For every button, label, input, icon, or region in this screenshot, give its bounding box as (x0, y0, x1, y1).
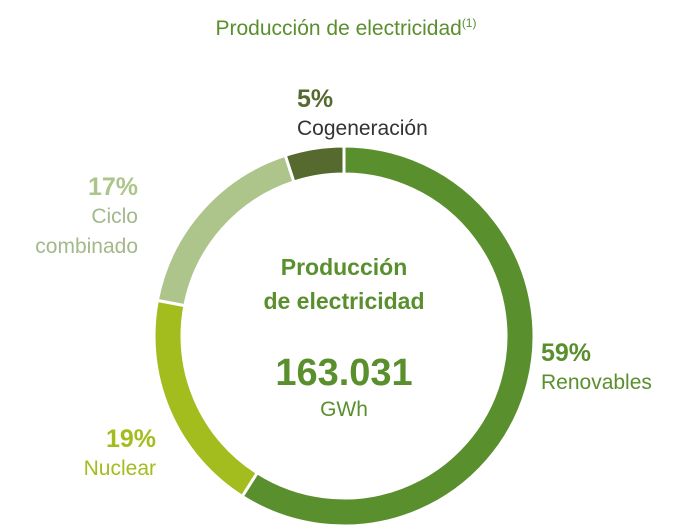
segment-label: 17% Ciclo combinado (20, 172, 138, 262)
category-label: Nuclear (83, 457, 156, 480)
center-title-line: Producción (280, 254, 408, 280)
value-label: 5% (297, 85, 334, 113)
value-label: 19% (105, 425, 156, 453)
donut-segment (283, 144, 346, 184)
chart-title: Producción de electricidad (215, 17, 462, 40)
center-title-line: de electricidad (263, 288, 425, 314)
total: 163.031 (275, 352, 413, 394)
donut-segment (240, 144, 536, 528)
category-label: Renovables (541, 371, 652, 394)
segment-label: 59% Renovables (541, 338, 691, 398)
category-label: Ciclo combinado (35, 205, 138, 258)
unit: GWh (320, 398, 368, 421)
title-note: (1) (461, 16, 477, 30)
value-label: 59% (541, 339, 592, 367)
segment-label: 19% Nuclear (46, 424, 156, 484)
center-title: Producción de electricidad (194, 250, 494, 318)
segment-label: 5% Cogeneración (297, 84, 477, 144)
chart-title-box: Producción de electricidad(1) (0, 16, 692, 41)
category-label: Cogeneración (297, 117, 428, 140)
value-label: 17% (87, 173, 138, 201)
